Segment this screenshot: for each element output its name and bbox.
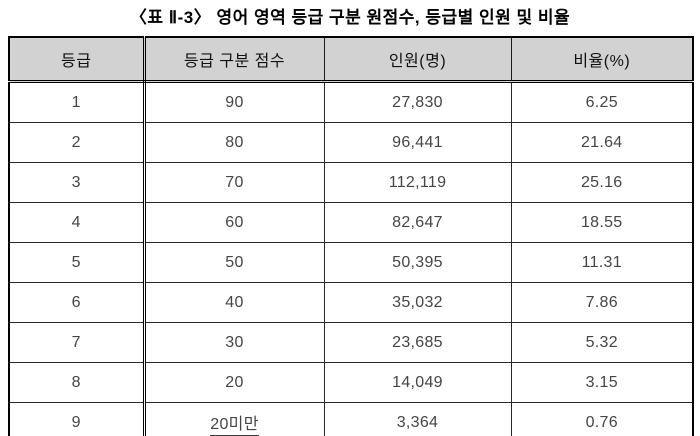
cell-count: 27,830 bbox=[323, 81, 512, 123]
cell-count: 23,685 bbox=[323, 322, 512, 363]
cell-ratio: 3.15 bbox=[510, 362, 694, 403]
cell-count: 112,119 bbox=[323, 162, 512, 203]
cell-grade: 5 bbox=[8, 242, 146, 283]
table-header-row: 등급 등급 구분 점수 인원(명) 비율(%) bbox=[8, 36, 694, 83]
table-row: 1 90 27,830 6.25 bbox=[8, 81, 694, 123]
table-row: 6 40 35,032 7.86 bbox=[8, 282, 694, 323]
cell-cutoff-score: 90 bbox=[143, 81, 325, 123]
cell-cutoff-score: 30 bbox=[143, 322, 325, 363]
cell-count: 50,395 bbox=[323, 242, 512, 283]
cell-grade: 3 bbox=[8, 162, 146, 203]
cell-count: 96,441 bbox=[323, 122, 512, 163]
cell-count: 3,364 bbox=[323, 402, 512, 436]
cell-ratio: 0.76 bbox=[510, 402, 694, 436]
cell-cutoff-score: 80 bbox=[143, 122, 325, 163]
cell-grade: 7 bbox=[8, 322, 146, 363]
cell-count: 35,032 bbox=[323, 282, 512, 323]
table-row: 7 30 23,685 5.32 bbox=[8, 322, 694, 363]
cell-cutoff-score: 60 bbox=[143, 202, 325, 243]
cell-grade: 1 bbox=[8, 81, 146, 123]
cell-ratio: 7.86 bbox=[510, 282, 694, 323]
cell-ratio: 18.55 bbox=[510, 202, 694, 243]
cell-ratio: 21.64 bbox=[510, 122, 694, 163]
table-row: 4 60 82,647 18.55 bbox=[8, 202, 694, 243]
table-row: 3 70 112,119 25.16 bbox=[8, 162, 694, 203]
table-row: 5 50 50,395 11.31 bbox=[8, 242, 694, 283]
cell-cutoff-score: 70 bbox=[143, 162, 325, 203]
table-row: 9 20미만 3,364 0.76 bbox=[8, 402, 694, 436]
cell-cutoff-score: 40 bbox=[143, 282, 325, 323]
cell-grade: 6 bbox=[8, 282, 146, 323]
cell-ratio: 5.32 bbox=[510, 322, 694, 363]
cell-cutoff-score: 20미만 bbox=[143, 402, 325, 436]
cell-ratio: 11.31 bbox=[510, 242, 694, 283]
header-cutoff-score: 등급 구분 점수 bbox=[143, 36, 325, 83]
cell-ratio: 25.16 bbox=[510, 162, 694, 203]
table-row: 2 80 96,441 21.64 bbox=[8, 122, 694, 163]
header-ratio: 비율(%) bbox=[510, 36, 694, 83]
table-title: 〈표 Ⅱ-3〉 영어 영역 등급 구분 원점수, 등급별 인원 및 비율 bbox=[129, 8, 571, 27]
cell-grade: 2 bbox=[8, 122, 146, 163]
spellcheck-marked-text: 20미만 bbox=[210, 410, 259, 436]
cell-count: 82,647 bbox=[323, 202, 512, 243]
grade-distribution-table: 등급 등급 구분 점수 인원(명) 비율(%) 1 90 27,830 6.25… bbox=[8, 36, 694, 436]
cell-grade: 4 bbox=[8, 202, 146, 243]
cell-grade: 9 bbox=[8, 402, 146, 436]
cell-grade: 8 bbox=[8, 362, 146, 403]
cell-ratio: 6.25 bbox=[510, 81, 694, 123]
header-count: 인원(명) bbox=[323, 36, 512, 83]
cell-cutoff-score: 20 bbox=[143, 362, 325, 403]
table-row: 8 20 14,049 3.15 bbox=[8, 362, 694, 403]
cell-count: 14,049 bbox=[323, 362, 512, 403]
cell-cutoff-score: 50 bbox=[143, 242, 325, 283]
header-grade: 등급 bbox=[8, 36, 146, 83]
